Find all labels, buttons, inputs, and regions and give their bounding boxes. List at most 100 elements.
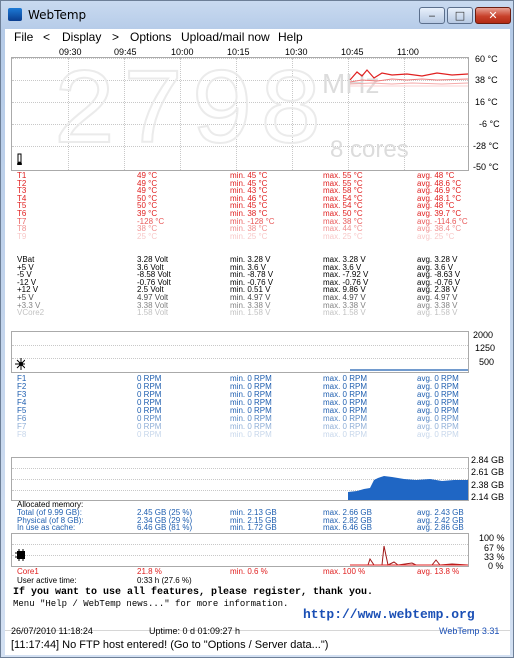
temperature-row: T2 49 °C min. 45 °C max. 55 °C avg. 48.6 °C	[17, 179, 497, 188]
current-value: 39 °C	[137, 209, 158, 218]
menu-options[interactable]: Options	[130, 30, 172, 44]
min-value: min. 0 RPM	[230, 422, 272, 431]
thermometer-icon	[17, 153, 22, 165]
min-value: min. 38 °C	[230, 224, 268, 234]
current-value: 3.28 Volt	[137, 255, 169, 264]
status-version: WebTemp 3.31	[439, 626, 500, 636]
time-label: 11:00	[397, 47, 419, 57]
news-notice: Menu "Help / WebTemp news..." for more i…	[13, 599, 289, 609]
min-value: min. -8.78 V	[230, 270, 274, 280]
voltage-row: -12 V -0.76 Volt min. -0.76 V max. -0.76 V a…	[17, 278, 497, 287]
avg-value: avg. 39.7 °C	[417, 209, 462, 218]
sensor-name: T3	[17, 186, 27, 196]
current-value: 38 °C	[137, 224, 158, 234]
fan-row: F8 0 RPM min. 0 RPM max. 0 RPM avg. 0 RPM	[17, 430, 497, 439]
max-value: max. 58 °C	[323, 186, 363, 196]
max-value: max. 55 °C	[323, 171, 363, 180]
voltage-row: VBat 3.28 Volt min. 3.28 V max. 3.28 V avg. …	[17, 255, 497, 264]
current-value: 0 RPM	[137, 382, 162, 391]
sensor-name: F5	[17, 406, 27, 415]
minimize-icon: ‒	[428, 9, 436, 22]
time-axis: 09:30 09:45 10:00 10:15 10:30 10:45 11:0…	[5, 47, 510, 59]
menu-upload[interactable]: Upload/mail now	[181, 30, 270, 44]
sensor-name: +5 V	[17, 262, 34, 272]
max-value: max. 0 RPM	[323, 414, 368, 423]
fan-axis-label: 500	[479, 357, 495, 367]
temperature-row: T6 39 °C min. 38 °C max. 50 °C avg. 39.7 °C	[17, 209, 497, 218]
temp-axis-label: 16 °C	[475, 97, 498, 107]
current-value: 6.46 GB (81 %)	[137, 523, 193, 533]
cpu-graph	[11, 533, 469, 567]
avg-value: avg. 0 RPM	[417, 422, 459, 431]
title-bar[interactable]: WebTemp ‒ □ ✕	[1, 1, 513, 29]
min-value: min. -0.76 V	[230, 277, 274, 287]
min-value: min. 3.28 V	[230, 255, 271, 264]
memory-row: Total (of 9.99 GB): 2.45 GB (25 %) min. 2.…	[17, 508, 497, 517]
min-value: min. -128 °C	[230, 216, 275, 226]
max-value: max. 0 RPM	[323, 382, 368, 391]
avg-value: avg. 3.38 V	[417, 300, 458, 310]
min-value: min. 25 °C	[230, 231, 268, 241]
menu-file[interactable]: File	[14, 30, 34, 44]
voltage-row: +5 V 3.6 Volt min. 3.6 V max. 3.6 V avg. 3.6…	[17, 263, 497, 272]
min-value: min. 0 RPM	[230, 382, 272, 391]
website-link[interactable]: http://www.webtemp.org	[303, 607, 475, 622]
menu-bar: File < Display > Options Upload/mail now…	[5, 29, 510, 47]
current-value: 0 RPM	[137, 374, 162, 383]
min-value: min. 43 °C	[230, 186, 268, 196]
max-value: max. 1.58 V	[323, 308, 366, 318]
max-value: max. 2.66 GB	[323, 508, 372, 517]
current-value: -0.76 Volt	[137, 277, 171, 287]
status-datetime: 26/07/2010 11:18:24	[11, 626, 93, 636]
close-button[interactable]: ✕	[475, 7, 511, 24]
temp-axis-label: -6 °C	[479, 119, 500, 129]
fan-row: F7 0 RPM min. 0 RPM max. 0 RPM avg. 0 RPM	[17, 422, 497, 431]
cpu-axis-label: 100 %	[479, 533, 505, 543]
minimize-button[interactable]: ‒	[419, 7, 445, 24]
status-message: [11:17:44] No FTP host entered! (Go to "…	[11, 639, 329, 651]
menu-display[interactable]: Display	[62, 30, 102, 44]
current-value: 0 RPM	[137, 406, 162, 415]
menu-next[interactable]: >	[112, 30, 120, 44]
avg-value: avg. 25 °C	[417, 231, 455, 241]
max-value: max. -0.76 V	[323, 277, 369, 287]
current-value: 0 RPM	[137, 414, 162, 423]
client-area: 09:30 09:45 10:00 10:15 10:30 10:45 11:0…	[5, 47, 510, 630]
avg-value: avg. 0 RPM	[417, 382, 459, 391]
temperature-lines	[349, 69, 468, 87]
cpu-core-min: min. 0.6 %	[230, 567, 268, 576]
close-icon: ✕	[488, 9, 498, 22]
time-label: 10:15	[227, 47, 250, 57]
temperature-row: T7 -128 °C min. -128 °C max. 38 °C avg. -114…	[17, 217, 497, 226]
sensor-name: T6	[17, 209, 27, 218]
sensor-name: F6	[17, 414, 27, 423]
cpu-axis-label: 33 %	[484, 552, 505, 562]
status-bar: 26/07/2010 11:18:24 Uptime: 0 d 01:09:27…	[5, 626, 510, 655]
min-value: min. 45 °C	[230, 201, 268, 211]
max-value: max. 50 °C	[323, 209, 363, 218]
mem-axis-label: 2.38 GB	[471, 480, 505, 490]
min-value: min. 0 RPM	[230, 406, 272, 415]
max-value: max. 0 RPM	[323, 430, 368, 439]
memory-row: Physical (of 8 GB): 2.34 GB (29 %) min. 2.…	[17, 516, 497, 525]
menu-help[interactable]: Help	[278, 30, 303, 44]
max-value: max. 9.86 V	[323, 285, 366, 295]
sensor-name: VBat	[17, 255, 35, 264]
sensor-name: VCore2	[17, 308, 45, 318]
current-value: 49 °C	[137, 178, 158, 188]
fan-row: F5 0 RPM min. 0 RPM max. 0 RPM avg. 0 RPM	[17, 406, 497, 415]
sensor-name: -5 V	[17, 270, 32, 280]
register-notice: If you want to use all features, please …	[13, 587, 374, 598]
maximize-button[interactable]: □	[447, 7, 473, 24]
sensor-name: +5 V	[17, 293, 34, 302]
current-value: 0 RPM	[137, 422, 162, 431]
temperature-row: T8 38 °C min. 38 °C max. 44 °C avg. 38.4 °C	[17, 224, 497, 233]
min-value: min. 45 °C	[230, 171, 268, 180]
sensor-name: T1	[17, 171, 27, 180]
avg-value: avg. 38.4 °C	[417, 224, 462, 234]
mem-axis-label: 2.84 GB	[471, 455, 505, 465]
mem-axis-label: 2.14 GB	[471, 492, 505, 502]
avg-value: avg. 0 RPM	[417, 406, 459, 415]
menu-prev[interactable]: <	[43, 30, 51, 44]
current-value: 2.5 Volt	[137, 285, 164, 295]
